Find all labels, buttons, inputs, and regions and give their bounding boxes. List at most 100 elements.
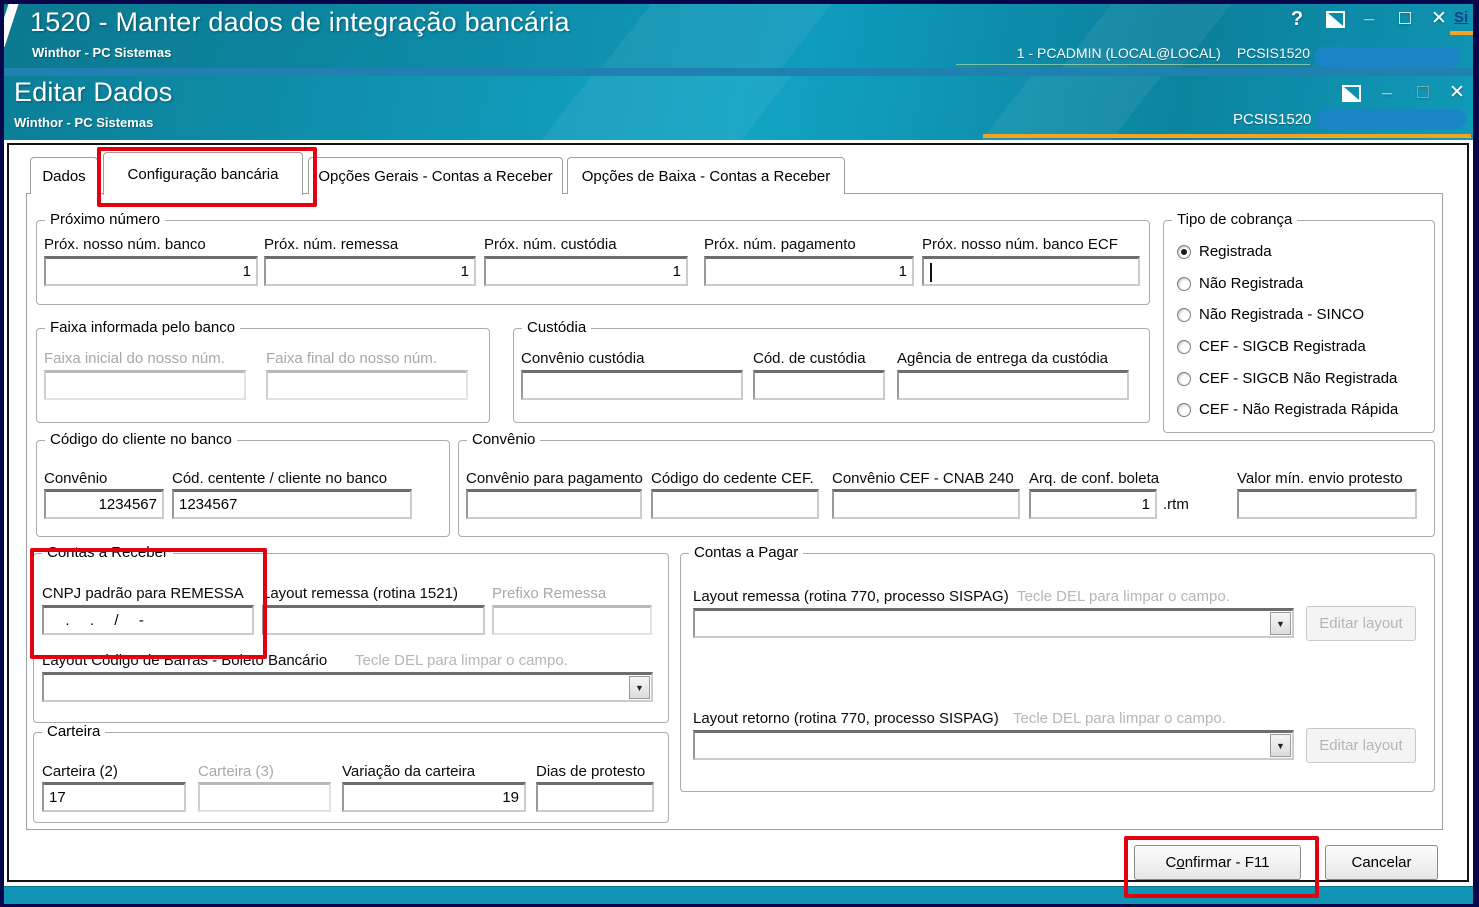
field-cod-cedente-cliente[interactable]: 1234567 [172,489,412,519]
text-caret [930,263,932,282]
field-valor-min-protesto[interactable] [1237,489,1417,519]
radio-label-nao-registrada[interactable]: Não Registrada [1199,275,1304,292]
minimize-icon[interactable]: _ [1363,4,1374,22]
tab-dados[interactable]: Dados [30,157,98,194]
field-cnpj-remessa[interactable]: . . / - [42,605,254,635]
radio-label-nao-registrada-sinco[interactable]: Não Registrada - SINCO [1199,306,1365,323]
label-layout-cod-barras: Layout Código de Barras - Boleto Bancári… [42,652,328,669]
label-dias-protesto: Dias de protesto [536,763,646,780]
label-prefixo-remessa: Prefixo Remessa [492,585,607,602]
field-convenio-pagamento[interactable] [466,489,642,519]
field-carteira-2[interactable]: 17 [42,782,186,812]
radio-nao-registrada-sinco[interactable] [1177,308,1191,322]
field-agencia-entrega[interactable] [897,370,1129,400]
field-prox-nosso-num-banco[interactable]: 1 [44,256,258,286]
field-prefixo-remessa[interactable] [492,605,652,635]
tab-opcoes-gerais[interactable]: Opções Gerais - Contas a Receber [308,157,563,194]
field-dias-protesto[interactable] [536,782,654,812]
field-prox-num-remessa[interactable]: 1 [264,256,476,286]
label-convenio: Convênio [44,470,108,487]
main-window-subtitle: Winthor - PC Sistemas [32,45,172,60]
dialog-restore-icon[interactable] [1338,82,1364,106]
group-convenio: Convênio [458,431,1435,537]
label-agencia-entrega: Agência de entrega da custódia [897,350,1108,367]
dialog-titlebar: Editar Dados Winthor - PC Sistemas _ □ ✕… [4,76,1473,140]
label-prox-num-remessa: Próx. núm. remessa [264,236,399,253]
field-carteira-3[interactable] [198,782,331,812]
radio-label-registrada[interactable]: Registrada [1199,243,1272,260]
radio-cef-sigcb-nao-registrada[interactable] [1177,372,1191,386]
field-faixa-inicial[interactable] [44,370,246,400]
group-custodia: Custódia [513,319,1150,423]
hint-layout-cod-barras: Tecle DEL para limpar o campo. [355,652,568,669]
field-cod-custodia[interactable] [753,370,885,400]
cancelar-button[interactable]: Cancelar [1325,845,1438,880]
dropdown-icon[interactable]: ▼ [1270,734,1291,757]
window-divider-strip [4,68,1473,76]
label-cnpj-remessa: CNPJ padrão para REMESSA [42,585,244,602]
main-window-title: 1520 - Manter dados de integração bancár… [30,7,570,37]
group-tipo-cobranca: Tipo de cobrança [1163,211,1435,433]
field-convenio-custodia[interactable] [521,370,743,400]
label-convenio-pagamento: Convênio para pagamento [466,470,643,487]
field-arq-conf-boleta[interactable]: 1 [1029,489,1157,519]
label-rtm-suffix: .rtm [1163,496,1189,513]
label-prox-nosso-num-banco: Próx. nosso núm. banco [44,236,206,253]
group-contas-pagar: Contas a Pagar [680,544,1435,792]
tab-configuracao-bancaria[interactable]: Configuração bancária [103,152,303,195]
field-codigo-cedente-cef[interactable] [651,489,819,519]
dialog-accent-line [983,134,1471,138]
label-layout-retorno-770: Layout retorno (rotina 770, processo SIS… [693,710,999,727]
help-icon[interactable]: ? [1290,8,1304,30]
main-window-titlebar: 1520 - Manter dados de integração bancár… [4,4,1473,68]
group-carteira: Carteira [33,723,669,823]
radio-cef-sigcb-registrada[interactable] [1177,340,1191,354]
field-prox-num-custodia[interactable]: 1 [484,256,688,286]
dialog-bottom-strip [4,886,1473,904]
label-valor-min-protesto: Valor mín. envio protesto [1237,470,1403,487]
dialog-maximize-icon[interactable]: □ [1416,81,1430,103]
radio-cef-nao-registrada-rapida[interactable] [1177,403,1191,417]
label-arq-conf-boleta: Arq. de conf. boleta [1029,470,1160,487]
session-program: PCSIS1520 [1236,45,1310,61]
dialog-close-icon[interactable]: ✕ [1449,82,1465,103]
dialog-program-label: PCSIS1520 [1233,111,1312,128]
session-user: 1 - PCADMIN (LOCAL@LOCAL) [1016,45,1221,61]
editar-layout-remessa-button[interactable]: Editar layout [1306,606,1416,641]
radio-nao-registrada[interactable] [1177,277,1191,291]
dropdown-icon[interactable]: ▼ [629,676,650,699]
combo-layout-cod-barras[interactable]: ▼ [42,672,653,702]
restore-icon[interactable] [1322,8,1348,32]
field-layout-remessa-1521[interactable] [262,605,485,635]
label-layout-remessa-770: Layout remessa (rotina 770, processo SIS… [693,588,1009,605]
field-faixa-final[interactable] [266,370,468,400]
hint-layout-remessa-770: Tecle DEL para limpar o campo. [1017,588,1230,605]
radio-label-cef-sigcb-nao-registrada[interactable]: CEF - SIGCB Não Registrada [1199,370,1398,387]
radio-label-cef-nao-registrada-rapida[interactable]: CEF - Não Registrada Rápida [1199,401,1399,418]
dialog-subtitle: Winthor - PC Sistemas [14,115,154,130]
background-window-link[interactable]: Si [1454,9,1469,26]
dropdown-icon[interactable]: ▼ [1270,612,1291,635]
field-convenio-cef-cnab240[interactable] [832,489,1020,519]
field-variacao-carteira[interactable]: 19 [342,782,526,812]
group-faixa-banco: Faixa informada pelo banco [36,319,490,423]
status-pill [1314,47,1460,67]
radio-registrada[interactable] [1177,245,1191,259]
winthor-logo-mark [4,4,20,47]
dialog-minimize-icon[interactable]: _ [1381,76,1392,96]
field-convenio[interactable]: 1234567 [44,489,164,519]
label-codigo-cedente-cef: Código do cedente CEF. [651,470,814,487]
maximize-icon[interactable]: □ [1398,7,1412,29]
group-codigo-cliente: Código do cliente no banco [36,431,450,537]
combo-layout-retorno-770[interactable]: ▼ [693,730,1294,760]
tab-opcoes-baixa[interactable]: Opções de Baixa - Contas a Receber [567,157,845,194]
field-prox-num-pagamento[interactable]: 1 [704,256,914,286]
editar-layout-retorno-button[interactable]: Editar layout [1306,728,1416,763]
label-prox-nosso-num-banco-ecf: Próx. nosso núm. banco ECF [922,236,1118,253]
field-prox-nosso-num-banco-ecf[interactable] [922,256,1140,286]
close-icon[interactable]: ✕ [1431,8,1447,29]
combo-layout-remessa-770[interactable]: ▼ [693,608,1294,638]
radio-label-cef-sigcb-registrada[interactable]: CEF - SIGCB Registrada [1199,338,1366,355]
